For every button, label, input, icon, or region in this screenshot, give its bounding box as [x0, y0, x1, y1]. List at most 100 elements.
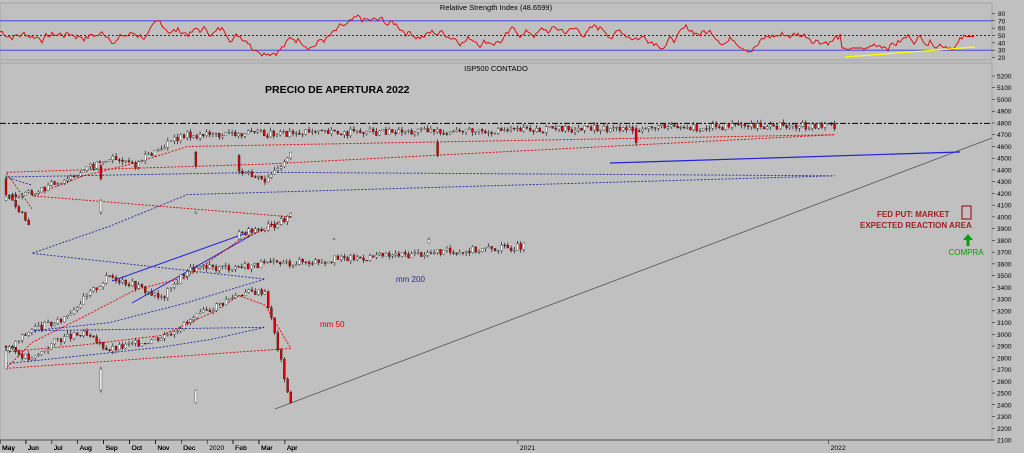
candle-up	[615, 126, 618, 129]
x-tick-label: Feb	[235, 445, 247, 452]
candle-up	[160, 296, 163, 298]
candle-down	[182, 134, 186, 138]
y-tick-label: 3000	[997, 332, 1012, 339]
candle-up	[263, 291, 267, 295]
candle-up	[176, 330, 179, 333]
candle-up	[247, 289, 250, 293]
candle-down	[121, 344, 124, 349]
candle-up	[465, 251, 468, 253]
candle-down	[267, 291, 270, 308]
candle-up	[487, 246, 490, 249]
candle-up	[275, 134, 279, 137]
candle-up	[628, 127, 631, 130]
candle-down	[493, 248, 497, 251]
candle-down	[202, 134, 205, 136]
candle-down	[260, 229, 263, 231]
candle-up	[69, 176, 72, 180]
candle-down	[273, 223, 276, 228]
candle-up	[621, 127, 625, 131]
candle-up	[169, 140, 173, 142]
buy-label: COMPRA	[948, 248, 984, 257]
candle-up	[641, 129, 644, 132]
candle-down	[449, 247, 452, 253]
candle-down	[330, 261, 333, 263]
candle-up	[218, 302, 221, 305]
y-tick-label: 3200	[997, 308, 1012, 315]
candle-down	[458, 129, 461, 132]
candle-up	[66, 334, 69, 337]
y-tick-label: 4400	[997, 167, 1012, 174]
candle-up	[394, 253, 397, 256]
candle-up	[137, 161, 140, 168]
candle-up	[56, 183, 59, 185]
candle-up	[101, 282, 105, 287]
candle-down	[506, 129, 509, 131]
candle-up	[317, 130, 320, 132]
candle-down	[513, 128, 516, 130]
candle-up	[250, 264, 253, 270]
candle-up	[111, 346, 114, 351]
candle-up	[173, 331, 176, 335]
candle-up	[53, 323, 56, 326]
candle-down	[714, 123, 718, 128]
candle-up	[195, 313, 199, 318]
candle-up	[105, 161, 108, 163]
candle-up	[477, 251, 481, 253]
candle-up	[323, 130, 327, 132]
candle-up	[179, 134, 182, 141]
candle-up	[89, 164, 92, 167]
candle-up	[481, 248, 484, 252]
buy-arrow-icon	[963, 234, 973, 246]
candle-down	[27, 220, 30, 225]
candle-up	[283, 161, 286, 167]
candle-up	[228, 297, 231, 300]
candle-down	[762, 126, 766, 130]
candle-down	[333, 129, 336, 132]
candle-down	[814, 123, 817, 129]
candle-down	[506, 244, 510, 249]
rsi-tick-label: 50	[998, 33, 1006, 40]
x-tick-label: Jun	[28, 445, 39, 452]
candle-up	[150, 339, 153, 344]
y-tick-label: 3800	[997, 238, 1012, 245]
candle-up	[79, 303, 82, 308]
candle-down	[176, 136, 179, 141]
candle-up	[53, 338, 56, 345]
candle-down	[362, 132, 365, 134]
candle-up	[448, 131, 452, 135]
candle-up	[442, 249, 445, 255]
candle-down	[772, 124, 775, 127]
candle-down	[634, 128, 638, 143]
x-tick-label: Jul	[54, 445, 63, 452]
candle-down	[532, 130, 535, 132]
candle-up	[208, 264, 211, 269]
candle-down	[317, 259, 320, 263]
candle-up	[243, 263, 247, 268]
candle-down	[298, 132, 301, 135]
candle-up	[69, 313, 72, 316]
candle-down	[288, 261, 292, 266]
y-tick-label: 4200	[997, 191, 1012, 198]
candle-down	[250, 289, 254, 292]
candle-up	[43, 350, 46, 352]
candle-down	[759, 123, 763, 127]
candle-down	[314, 131, 317, 133]
candle-up	[37, 354, 40, 357]
candle-up	[311, 131, 314, 133]
y-tick-label: 4700	[997, 132, 1012, 139]
candle-down	[150, 291, 153, 296]
candle-up	[147, 153, 150, 155]
candle-up	[256, 130, 259, 133]
candle-down	[266, 135, 269, 138]
y-tick-label: 3500	[997, 273, 1012, 280]
candle-down	[124, 279, 127, 285]
candle-up	[384, 253, 388, 257]
candle-up	[179, 274, 182, 284]
candle-up	[647, 126, 650, 129]
candle-up	[46, 321, 50, 324]
candle-up	[194, 389, 198, 403]
candle-up	[577, 128, 580, 131]
candle-down	[445, 133, 449, 135]
x-tick-label: May	[2, 445, 15, 452]
candle-down	[254, 291, 257, 295]
